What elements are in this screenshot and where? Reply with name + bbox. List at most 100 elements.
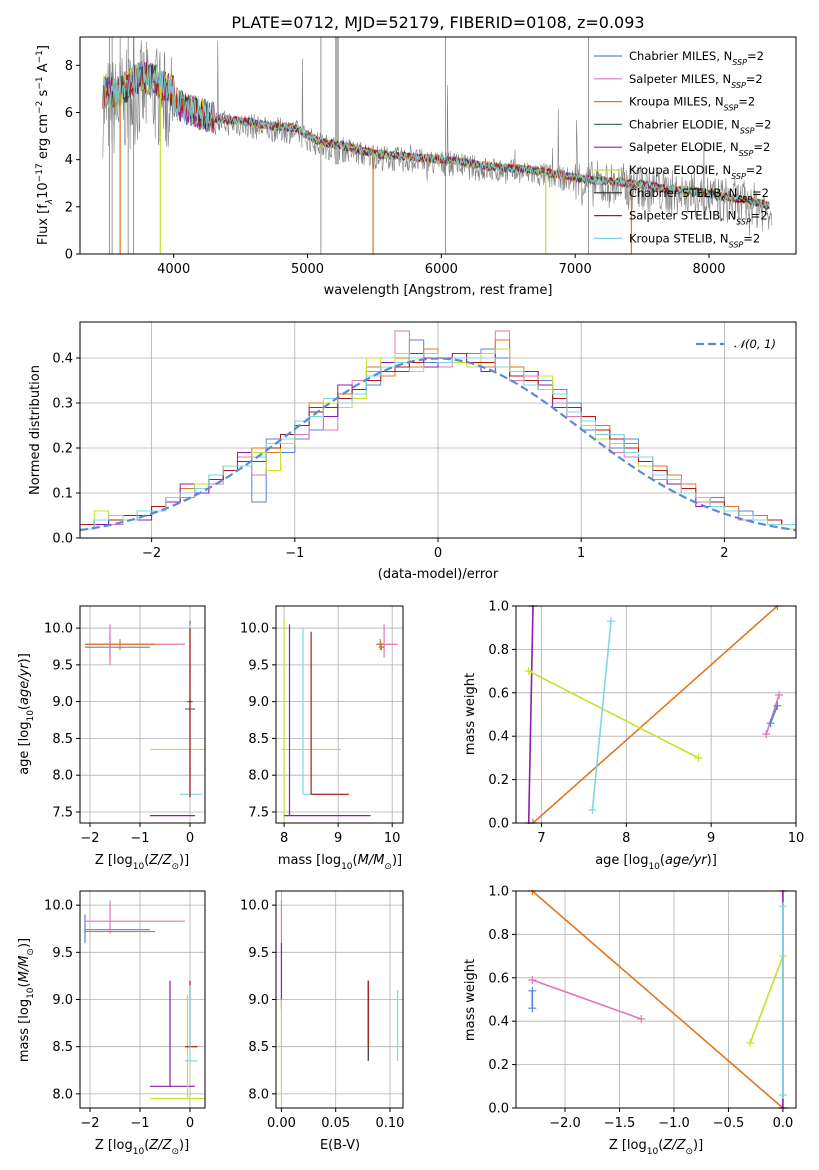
legend-text: Chabrier STELIB, N bbox=[629, 186, 737, 200]
x-axis-label-part: 10 bbox=[648, 862, 660, 872]
x-axis-label-part: )] bbox=[179, 1138, 189, 1153]
legend-label: Kroupa ELODIE, NSSP=2 bbox=[629, 163, 763, 181]
x-axis-label: age [log10(age/yr)] bbox=[595, 853, 717, 872]
legend-text: Kroupa ELODIE, N bbox=[629, 163, 731, 177]
data-masked-band bbox=[334, 37, 339, 165]
legend-suffix: =2 bbox=[746, 163, 763, 177]
y-tick-label: 0.4 bbox=[488, 730, 509, 745]
y-tick-label: 4 bbox=[65, 153, 73, 168]
weight-line bbox=[749, 955, 784, 1044]
x-tick-label: 0.00 bbox=[267, 1116, 296, 1131]
y-tick-label: 9.0 bbox=[52, 993, 73, 1008]
plus-marker bbox=[762, 730, 771, 739]
y-tick-label: 1.0 bbox=[488, 600, 509, 615]
x-axis-label-part: Z [log bbox=[609, 1138, 647, 1153]
x-axis-label-part: Z/Z bbox=[148, 1138, 172, 1153]
legend-label: Kroupa MILES, NSSP=2 bbox=[629, 95, 755, 113]
x-tick-label: 7 bbox=[537, 831, 545, 846]
x-tick-label: 9 bbox=[334, 831, 342, 846]
model-line bbox=[102, 62, 770, 210]
y-tick-label: 0.0 bbox=[488, 1102, 509, 1117]
plus-marker bbox=[778, 1090, 787, 1099]
x-axis-label: Z [log10(Z/Z⊙)] bbox=[609, 1138, 703, 1157]
plus-marker bbox=[637, 1015, 646, 1024]
legend-sub: SSP bbox=[736, 217, 751, 226]
y-tick-label: 6 bbox=[65, 106, 73, 121]
y-tick-label: 9.0 bbox=[52, 695, 73, 710]
y-axis-label-part: −2 bbox=[35, 101, 45, 114]
y-tick-label: 8.5 bbox=[248, 732, 269, 747]
x-tick-label: 0 bbox=[186, 831, 194, 846]
x-axis-label-part: Z/Z bbox=[662, 1138, 686, 1153]
y-axis-label: age [log10(age/yr)] bbox=[17, 653, 36, 775]
y-axis-label-part: ( bbox=[17, 982, 32, 987]
x-axis-label: wavelength [Angstrom, rest frame] bbox=[324, 283, 553, 298]
x-tick-label: 10 bbox=[788, 831, 805, 846]
chart-mass_vs_ebv: 0.00 0.05 0.10 8.0 8.5 9.0 9.5 10.0 E(B-V) bbox=[240, 890, 404, 1153]
x-axis-label-part: ( bbox=[660, 853, 665, 868]
x-tick-label: 8000 bbox=[692, 262, 725, 277]
weight-line bbox=[591, 621, 612, 811]
y-axis-label: mass weight bbox=[463, 959, 478, 1041]
x-axis-label-part: ⊙ bbox=[384, 862, 392, 872]
y-axis-label-part: 10 bbox=[26, 987, 36, 999]
x-axis-label: mass [log10(M/M⊙)] bbox=[278, 853, 402, 872]
y-tick-label: 0.0 bbox=[52, 532, 73, 547]
y-axis-label-part: −1 bbox=[35, 50, 45, 63]
plus-marker bbox=[746, 1038, 755, 1047]
y-tick-label: 0.2 bbox=[488, 773, 509, 788]
x-tick-label: 1 bbox=[577, 546, 585, 561]
chart-residuals: −2 −1 0 1 2 0.0 0.1 0.2 0.3 0.4 (data-model)/error… bbox=[28, 321, 797, 582]
y-axis-label: mass [log10(M/M⊙)] bbox=[17, 938, 36, 1062]
weight-line bbox=[531, 890, 784, 1109]
plus-marker bbox=[778, 902, 787, 911]
weight-line bbox=[532, 979, 642, 1020]
plot-area bbox=[528, 890, 787, 1109]
x-tick-label: 10 bbox=[384, 831, 401, 846]
x-axis-label-part: ⊙ bbox=[171, 862, 179, 872]
x-tick-label: −0.5 bbox=[713, 1116, 745, 1131]
x-tick-label: −2.0 bbox=[549, 1116, 581, 1131]
legend-suffix: =2 bbox=[751, 209, 768, 223]
chart-age_vs_Z: −2 −1 07.58.08.59.09.510.0Z [log10(Z/Z⊙)]a… bbox=[17, 605, 206, 872]
legend-sub: SSP bbox=[739, 149, 754, 158]
x-tick-label: 0.05 bbox=[321, 1116, 350, 1131]
axes-frame bbox=[79, 890, 206, 1109]
legend-sub: SSP bbox=[724, 103, 739, 112]
legend-suffix: =2 bbox=[753, 140, 770, 154]
x-axis-label-part: ( bbox=[144, 1138, 149, 1153]
x-tick-label: −1 bbox=[130, 831, 149, 846]
chart-spectrum: 4000 5000 6000 7000 8000 0 2 4 6 8 wavelength [Ang… bbox=[35, 36, 797, 298]
y-tick-label: 0.1 bbox=[52, 487, 73, 502]
x-axis-label-part: ( bbox=[144, 853, 149, 868]
axes-frame bbox=[79, 321, 797, 539]
x-tick-label: −1 bbox=[285, 546, 304, 561]
legend-sub: SSP bbox=[737, 194, 752, 203]
legend-suffix: =2 bbox=[755, 117, 772, 131]
x-axis-label-part: ( bbox=[353, 853, 358, 868]
y-tick-label: 0.4 bbox=[488, 1015, 509, 1030]
legend-suffix: =2 bbox=[746, 72, 763, 86]
y-tick-label: 7.5 bbox=[248, 805, 269, 820]
plus-marker bbox=[766, 719, 775, 728]
x-axis-label-part: ( bbox=[658, 1138, 663, 1153]
y-tick-label: 8.5 bbox=[248, 1040, 269, 1055]
histogram-step bbox=[80, 353, 796, 530]
x-axis-label-part: age/yr bbox=[665, 853, 708, 868]
y-tick-label: 0.4 bbox=[52, 352, 73, 367]
legend-text: Kroupa STELIB, N bbox=[629, 231, 729, 245]
y-axis-label-part: age/yr bbox=[17, 662, 32, 705]
legend-text: Chabrier ELODIE, N bbox=[629, 117, 740, 131]
legend-label: Chabrier ELODIE, NSSP=2 bbox=[629, 117, 771, 135]
y-tick-label: 0.8 bbox=[488, 928, 509, 943]
x-tick-label: −1.0 bbox=[658, 1116, 690, 1131]
legend-sub: SSP bbox=[732, 58, 747, 67]
x-tick-label: 5000 bbox=[291, 262, 324, 277]
y-tick-label: 1.0 bbox=[488, 885, 509, 900]
y-axis-label-part: ( bbox=[17, 705, 32, 710]
plot-area bbox=[280, 900, 399, 1104]
y-tick-label: 8.0 bbox=[248, 1087, 269, 1102]
y-tick-label: 10.0 bbox=[240, 899, 269, 914]
plus-marker bbox=[694, 753, 703, 762]
x-axis-label-part: age [log bbox=[595, 853, 648, 868]
